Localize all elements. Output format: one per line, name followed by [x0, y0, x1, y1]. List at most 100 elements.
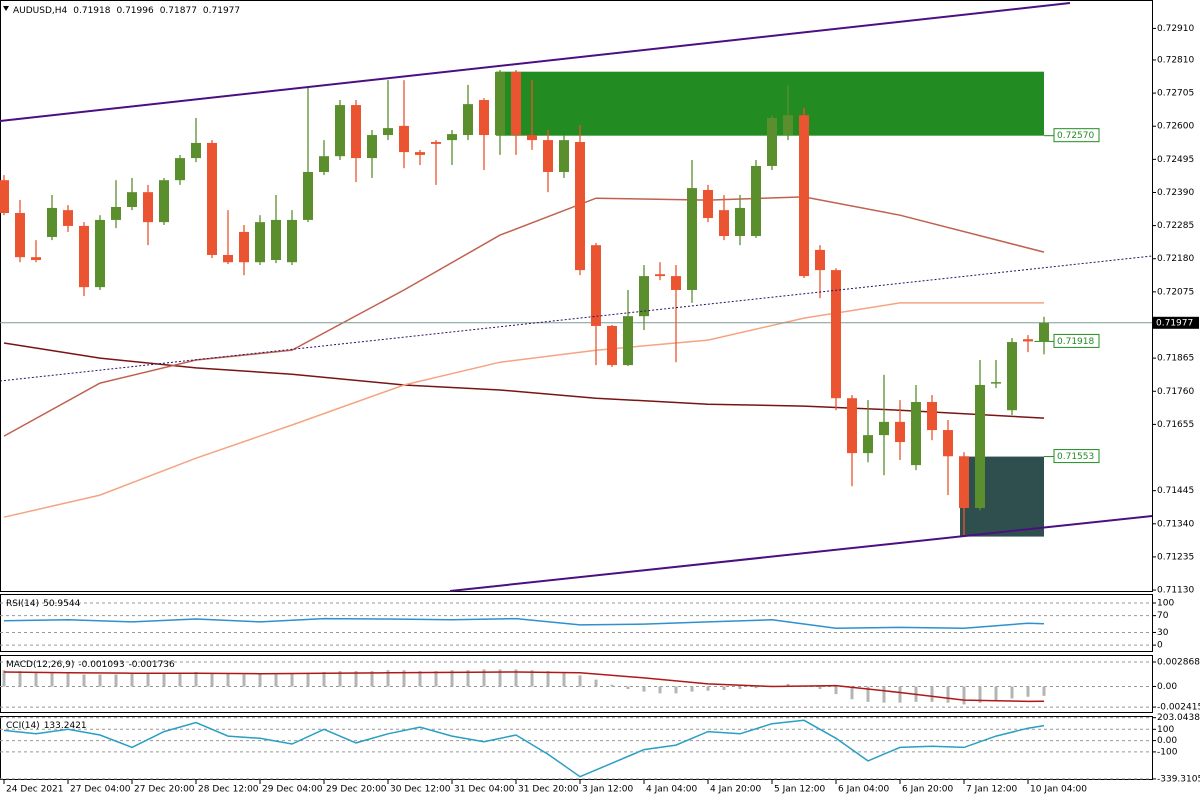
- demand-zone: [960, 456, 1044, 537]
- candle-body: [303, 171, 313, 220]
- candle-body: [767, 118, 777, 166]
- candle-body: [127, 192, 137, 207]
- candle-body: [831, 270, 841, 399]
- macd-pane-frame: [0, 655, 1153, 713]
- histogram-bar: [178, 672, 182, 687]
- histogram-bar: [114, 674, 118, 687]
- histogram-bar: [546, 671, 550, 687]
- histogram-bar: [978, 686, 982, 703]
- candle-body: [607, 325, 617, 366]
- candle-body: [895, 421, 905, 443]
- candle-body: [559, 140, 569, 172]
- histogram-bar: [338, 671, 342, 687]
- histogram-bar: [722, 686, 726, 690]
- indicator-line: [3, 617, 1045, 630]
- candle-body: [799, 115, 809, 277]
- x-tick-label: 31 Dec 20:00: [518, 785, 579, 795]
- y-tick-label: 0.72390: [1157, 188, 1194, 198]
- x-tick-label: 27 Dec 04:00: [70, 785, 131, 795]
- histogram-bar: [1026, 686, 1030, 697]
- y-tick-label: 100: [1157, 599, 1174, 609]
- histogram-bar: [18, 671, 22, 687]
- histogram-bar: [610, 684, 614, 687]
- header-value: 0.71977: [203, 6, 240, 16]
- candle-body: [1023, 339, 1033, 342]
- histogram-bar: [130, 673, 134, 687]
- y-tick-label: 100: [1157, 725, 1174, 735]
- candle-body: [623, 316, 633, 366]
- indicator-value: 50.9544: [43, 599, 80, 609]
- symbol: AUDUSD,H4: [13, 6, 68, 16]
- histogram-bar: [706, 686, 710, 691]
- histogram-bar: [50, 672, 54, 687]
- histogram-bar: [162, 673, 166, 687]
- candle-body: [943, 430, 953, 457]
- candle-body: [159, 180, 169, 223]
- candle-body: [927, 401, 937, 431]
- indicator-line: [3, 671, 1045, 703]
- histogram-bar: [210, 672, 214, 687]
- x-tick-label: 28 Dec 12:00: [198, 785, 259, 795]
- histogram-bar: [658, 686, 662, 694]
- y-tick-label: 0.72810: [1157, 55, 1194, 65]
- histogram-bar: [818, 686, 822, 690]
- x-tick-label: 31 Dec 04:00: [454, 785, 515, 795]
- indicator-name: RSI(14): [6, 599, 39, 609]
- chart-header: AUDUSD,H4 0.71918 0.71996 0.71877 0.71977: [13, 6, 240, 16]
- x-tick-label: 7 Jan 12:00: [966, 785, 1018, 795]
- candle-body: [431, 141, 441, 144]
- histogram-bar: [594, 679, 598, 687]
- y-tick-label: -339.3105: [1157, 774, 1200, 784]
- y-tick-label: 0.72910: [1157, 24, 1194, 34]
- current-price-box: [1153, 316, 1199, 329]
- histogram-bar: [882, 686, 886, 703]
- histogram-bar: [1010, 686, 1014, 699]
- candle-body: [63, 210, 73, 226]
- histogram-bar: [370, 671, 374, 687]
- menu-arrow[interactable]: [3, 6, 9, 11]
- histogram-bar: [226, 673, 230, 687]
- y-tick-label: 30: [1157, 628, 1169, 638]
- header-value: 0.71918: [73, 6, 110, 16]
- x-tick-label: 3 Jan 12:00: [582, 785, 634, 795]
- x-tick-label: 6 Jan 04:00: [838, 785, 890, 795]
- candle-body: [703, 189, 713, 219]
- candle-body: [447, 134, 457, 141]
- candle-body: [383, 128, 393, 136]
- candle-body: [143, 192, 153, 223]
- candle-body: [191, 142, 201, 159]
- y-tick-label: 0: [1157, 641, 1163, 651]
- candle-body: [911, 401, 921, 466]
- y-tick-label: 0.002868: [1157, 657, 1200, 667]
- histogram-bar: [690, 686, 694, 692]
- histogram-bar: [514, 669, 518, 687]
- y-tick-label: 0.72285: [1157, 221, 1194, 231]
- indicator-name: MACD(12,26,9): [6, 660, 74, 670]
- lower-trend-line: [449, 515, 1153, 592]
- candle-body: [15, 212, 25, 258]
- candle-body: [495, 71, 505, 136]
- candle-body: [543, 140, 553, 172]
- header-value: 0.71877: [160, 6, 197, 16]
- histogram-bar: [146, 673, 150, 687]
- candle-body: [207, 142, 217, 255]
- x-tick-label: 29 Dec 20:00: [326, 785, 387, 795]
- candle-body: [1007, 342, 1017, 411]
- rsi-pane-frame: [0, 594, 1153, 652]
- histogram-bar: [562, 672, 566, 687]
- y-tick-label: 0.00: [1157, 682, 1177, 692]
- mid-trend-line: [0, 255, 1153, 382]
- candle-body: [0, 180, 9, 213]
- y-tick-label: 0.71235: [1157, 552, 1194, 562]
- candle-body: [239, 231, 249, 263]
- candle-body: [655, 274, 665, 277]
- histogram-bar: [290, 673, 294, 687]
- current-price-label: 0.71977: [1156, 318, 1193, 328]
- candle-body: [95, 219, 105, 288]
- histogram-bar: [946, 686, 950, 703]
- candle-body: [79, 225, 89, 288]
- candle-body: [271, 219, 281, 261]
- histogram-bar: [738, 686, 742, 690]
- level-label: 0.71918: [1057, 337, 1094, 347]
